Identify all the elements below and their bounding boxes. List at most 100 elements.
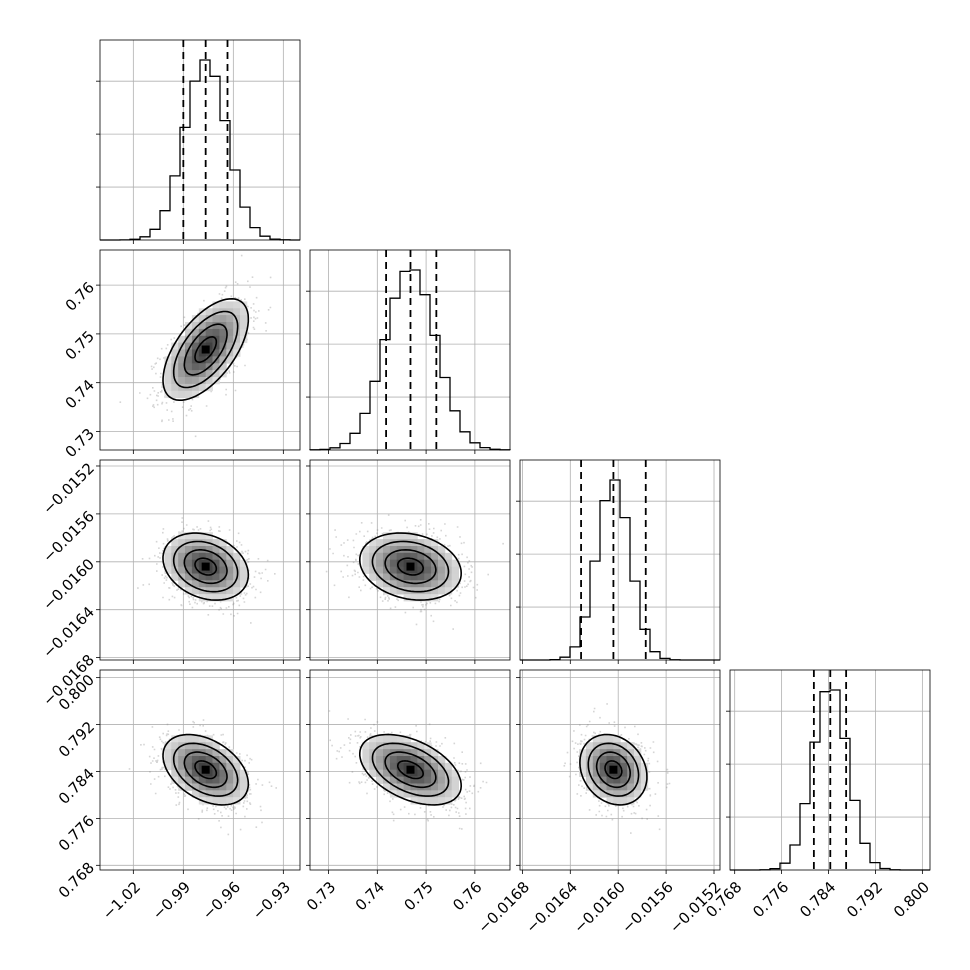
- density-cell: [219, 301, 227, 309]
- density-cell: [164, 356, 172, 364]
- density-cell: [410, 797, 418, 805]
- density-cell: [396, 539, 404, 547]
- density-cell: [240, 580, 248, 588]
- density-cell: [205, 328, 213, 337]
- density-cell: [606, 742, 614, 750]
- density-cell: [191, 377, 200, 385]
- density-cell: [424, 559, 432, 567]
- density-cell: [219, 783, 227, 791]
- y-tick-label-1-0: 0.73: [62, 425, 98, 461]
- density-cell: [383, 546, 391, 554]
- density-cell: [219, 356, 227, 364]
- contour-1: [384, 548, 437, 585]
- density-cell: [226, 797, 234, 805]
- scatter-panel-3-2: [516, 669, 721, 874]
- density-cell: [376, 559, 384, 567]
- density-cell: [369, 735, 377, 743]
- density-cell: [417, 762, 425, 771]
- density-cell: [627, 749, 635, 757]
- density-cell: [191, 342, 200, 350]
- density-cell: [219, 539, 227, 547]
- scatter-points: [128, 719, 277, 836]
- density-cell: [198, 776, 207, 784]
- density-cell: [424, 594, 432, 602]
- density-cell: [592, 742, 601, 750]
- density-cell: [171, 769, 179, 777]
- density-cell: [185, 742, 193, 750]
- hist-frame-2: [519, 459, 721, 661]
- density-cell: [171, 742, 179, 750]
- density-cell: [613, 742, 621, 750]
- density-cell: [640, 762, 649, 771]
- density-cell: [389, 587, 398, 595]
- density-cell: [438, 546, 446, 554]
- scatter-area: [310, 460, 510, 660]
- density-cell: [396, 783, 404, 791]
- density-cell: [396, 762, 404, 771]
- density-cell: [205, 776, 213, 784]
- density-cell: [383, 539, 391, 547]
- density-cell: [417, 580, 425, 588]
- contour-2: [371, 742, 450, 797]
- density-cell: [369, 539, 377, 547]
- density-cell: [191, 573, 200, 581]
- density-cell: [579, 762, 587, 771]
- density-cell: [205, 594, 213, 602]
- density-cell: [205, 335, 213, 344]
- density-cell: [171, 370, 179, 378]
- density-cell: [606, 783, 614, 791]
- density-cell: [233, 580, 241, 588]
- density-cell: [424, 580, 432, 588]
- density-cell: [613, 790, 621, 798]
- density-cell: [185, 335, 193, 344]
- contour-1: [183, 323, 228, 376]
- density-cell: [205, 546, 213, 554]
- y-tick-label-3-2: 0.784: [55, 765, 98, 808]
- density-cell: [226, 573, 234, 581]
- density-cell: [431, 790, 439, 798]
- density-cell: [640, 776, 649, 784]
- density-cell: [178, 335, 186, 344]
- scatter-area: [100, 460, 300, 660]
- panel-frame: [99, 249, 301, 451]
- density-cell: [212, 328, 220, 337]
- density-cell: [376, 552, 384, 561]
- density-cell: [444, 573, 453, 581]
- density-cell: [178, 363, 186, 371]
- density-cell: [417, 539, 425, 547]
- density-cell: [164, 742, 172, 750]
- density-cell: [383, 749, 391, 757]
- density-cell: [444, 797, 453, 805]
- density-cell: [396, 532, 404, 540]
- x-tick-label-3-2: 0.784: [796, 878, 839, 921]
- density-cell: [389, 532, 398, 540]
- density-cell: [191, 370, 200, 378]
- density-cell: [198, 552, 207, 561]
- hist-steps-2: [520, 479, 720, 661]
- contour-3: [162, 297, 250, 401]
- x-tick-label-1-2: 0.75: [400, 878, 436, 914]
- scatter-panel-2-1: [306, 459, 511, 664]
- density-cell: [185, 363, 193, 371]
- density-cell: [240, 573, 248, 581]
- density-cell: [389, 756, 398, 764]
- density-cell: [403, 573, 411, 581]
- density-cell: [606, 756, 614, 764]
- density-cell: [431, 580, 439, 588]
- density-cell: [431, 783, 439, 791]
- density-cell: [362, 559, 370, 567]
- density-cell: [410, 594, 418, 602]
- density-cell: [191, 756, 200, 764]
- density-cell: [627, 762, 635, 771]
- x-tick-label-3-4: 0.800: [890, 878, 933, 921]
- contour-2: [587, 742, 640, 797]
- density-cell: [178, 356, 186, 364]
- density-cell: [178, 762, 186, 771]
- density-cell: [198, 756, 207, 764]
- panel-frame: [99, 459, 301, 661]
- density-cell: [403, 594, 411, 602]
- density-cell: [219, 349, 227, 357]
- density-cell: [431, 566, 439, 574]
- density-cell: [171, 756, 179, 764]
- density-cell: [219, 797, 227, 805]
